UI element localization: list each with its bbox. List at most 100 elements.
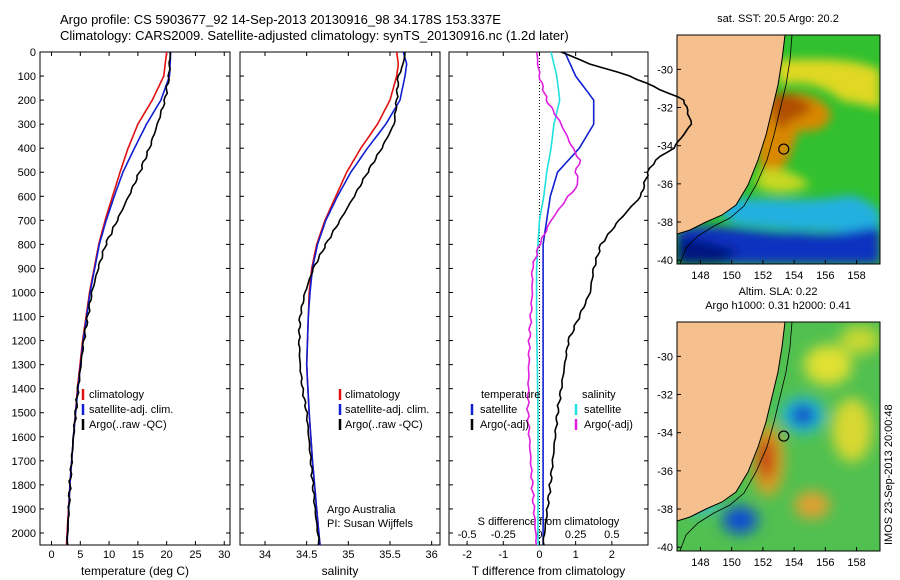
series-line-argo---raw--qc- — [297, 51, 406, 546]
map-title: Argo h1000: 0.31 h2000: 0.41 — [705, 300, 851, 312]
legend-entry: Argo(..raw -QC) — [89, 419, 167, 431]
y-tick-label: 1500 — [12, 408, 36, 420]
y-tick-label: 400 — [18, 143, 36, 155]
y-tick-label: 1000 — [12, 287, 36, 299]
x-tick-label: 15 — [132, 549, 144, 561]
map-x-tick-label: 158 — [847, 557, 865, 569]
sst-isobath — [679, 35, 793, 264]
chart-title-line1: Argo profile: CS 5903677_92 14-Sep-2013 … — [60, 12, 501, 27]
map-y-tick-label: -34 — [657, 428, 673, 440]
map-y-tick-label: -34 — [657, 141, 673, 153]
map-x-tick-label: 150 — [722, 557, 740, 569]
sla-land — [677, 322, 785, 521]
y-tick-label: 800 — [18, 239, 36, 251]
y-tick-label: 700 — [18, 215, 36, 227]
x-tick-label: 34 — [259, 549, 271, 561]
x-tick-label: 35.5 — [379, 549, 400, 561]
series-line-salinity-satellite — [535, 51, 561, 545]
sst-warm-core-dark — [770, 93, 812, 130]
x-tick-label: 25 — [189, 549, 201, 561]
sla-yellow-mid — [832, 398, 872, 462]
y-tick-label: 900 — [18, 263, 36, 275]
map-x-tick-label: 154 — [785, 270, 803, 282]
y-tick-label: 100 — [18, 71, 36, 83]
x-axis-label: salinity — [322, 564, 359, 578]
x-tick-label: 1 — [573, 549, 579, 561]
y-tick-label: 1900 — [12, 504, 36, 516]
series-line-climatology — [65, 51, 168, 546]
y-tick-label: 2000 — [12, 528, 36, 540]
map-y-tick-label: -40 — [657, 542, 673, 554]
map-y-tick-label: -40 — [657, 255, 673, 267]
x-top-tick-label: 0.25 — [565, 529, 586, 541]
legend-entry: satellite — [480, 404, 517, 416]
sst-yellow-patch — [755, 168, 810, 193]
legend-header: salinity — [582, 389, 616, 401]
difference-profile: -2 -1 0 1 2 T difference from climatology -0.5… — [448, 51, 693, 578]
x-top-tick-label: 0.5 — [604, 529, 619, 541]
x-top-tick-label: -0.5 — [458, 529, 477, 541]
temperature-profile-frame — [39, 51, 231, 546]
legend-entry: climatology — [345, 389, 401, 401]
sst-land — [677, 35, 785, 234]
sst-navy-south — [677, 238, 740, 264]
map-x-tick-label: 154 — [785, 557, 803, 569]
map-y-tick-label: -38 — [657, 217, 673, 229]
y-tick-label: 1200 — [12, 336, 36, 348]
sla-yellow-north — [840, 326, 880, 354]
series-line-salinity-argo--adj- — [525, 51, 582, 546]
temperature-profile: 0 5 10 15 20 25 300100200300400500600700800900… — [12, 47, 231, 578]
map-x-tick-label: 158 — [847, 270, 865, 282]
sst-yellow-band — [775, 59, 880, 110]
map-x-tick-label: 150 — [722, 270, 740, 282]
legend-entry: satellite-adj. clim. — [89, 404, 173, 416]
legend-entry: Argo(..raw -QC) — [345, 419, 423, 431]
y-tick-label: 200 — [18, 95, 36, 107]
sla-orange-south — [794, 491, 830, 519]
imos-credit: IMOS 23-Sep-2013 20:00:48 — [883, 404, 895, 545]
legend-header: temperature — [481, 389, 540, 401]
x-tick-label: 30 — [218, 549, 230, 561]
map-x-tick-label: 156 — [816, 270, 834, 282]
sla-blue-south — [722, 506, 758, 534]
y-tick-label: 600 — [18, 191, 36, 203]
x-top-axis-label: S difference from climatology — [478, 516, 620, 528]
sst-map — [677, 35, 880, 264]
x-tick-label: -2 — [462, 549, 472, 561]
x-tick-label: 0 — [48, 549, 54, 561]
sla-map — [677, 322, 880, 551]
map-x-tick-label: 156 — [816, 557, 834, 569]
map-x-tick-label: 148 — [691, 270, 709, 282]
y-tick-label: 1800 — [12, 480, 36, 492]
salinity-profile-frame — [239, 51, 441, 546]
series-line-satellite-adj--clim- — [66, 51, 172, 546]
sla-map-frame — [676, 321, 881, 552]
argo-position-marker — [778, 430, 790, 442]
y-tick-label: 1700 — [12, 456, 36, 468]
map-title: Altim. SLA: 0.22 — [739, 286, 818, 298]
map-x-tick-label: 148 — [691, 557, 709, 569]
x-tick-label: 2 — [609, 549, 615, 561]
x-tick-label: 10 — [103, 549, 115, 561]
panel-note: PI: Susan Wijffels — [327, 518, 413, 530]
x-axis-label: temperature (deg C) — [81, 564, 189, 578]
x-tick-label: 36 — [426, 549, 438, 561]
x-tick-label: 35 — [342, 549, 354, 561]
x-axis-label: T difference from climatology — [472, 564, 626, 578]
sst-map-axes: 148 150 152 154 156 158 -30 -32 -34 -36 -38 -40 sat.… — [657, 13, 866, 282]
x-tick-label: 20 — [161, 549, 173, 561]
map-y-tick-label: -32 — [657, 103, 673, 115]
y-tick-label: 300 — [18, 119, 36, 131]
legend-entry: Argo(-adj) — [480, 419, 529, 431]
x-tick-label: 5 — [77, 549, 83, 561]
x-top-tick-label: -0.25 — [491, 529, 516, 541]
sla-red-core — [758, 436, 774, 480]
map-y-tick-label: -30 — [657, 351, 673, 363]
series-line-temperature-argo--adj- — [542, 51, 693, 546]
map-y-tick-label: -36 — [657, 179, 673, 191]
sla-blue-eddy — [791, 405, 815, 425]
sla-map-axes: 148 150 152 154 156 158 -30 -32 -34 -36 -38 -40 Alti… — [657, 286, 866, 569]
series-line-argo---raw--qc- — [66, 51, 172, 546]
map-title: sat. SST: 20.5 Argo: 20.2 — [717, 13, 839, 25]
